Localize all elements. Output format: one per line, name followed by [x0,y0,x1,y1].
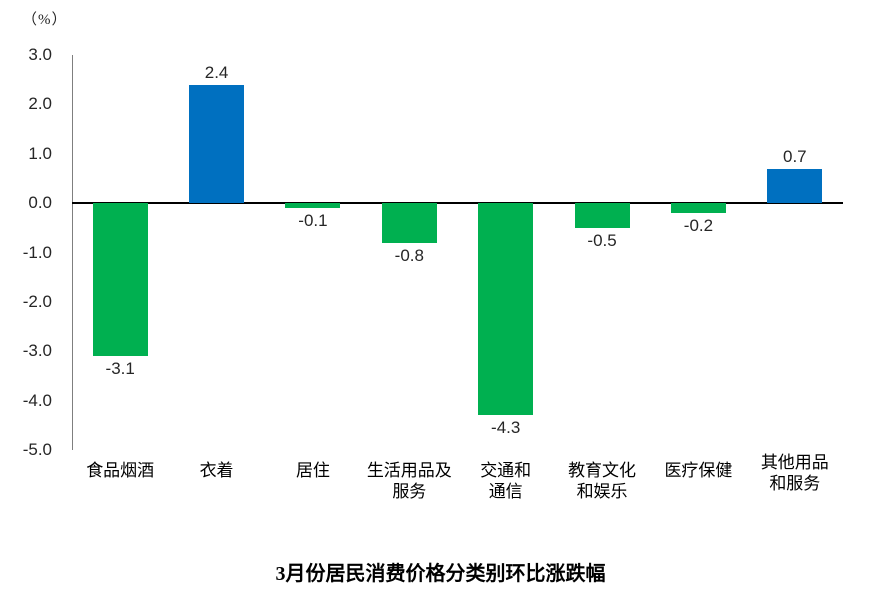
y-tick-label: 2.0 [28,94,52,114]
x-axis-label: 其他用品 和服务 [760,453,829,493]
bar-7 [670,203,726,213]
chart-title: 3月份居民消费价格分类别环比涨跌幅 [275,563,606,585]
y-tick-label: -5.0 [22,440,52,459]
bar-value-label: -0.5 [587,230,617,250]
x-axis-label: 交通和 通信 [480,461,532,501]
bar-value-label: -4.3 [491,418,521,438]
bar-value-label: 0.7 [782,146,807,166]
bar-value-label: -0.2 [683,216,714,235]
x-axis-label: 教育文化 和娱乐 [568,461,637,501]
y-tick-label: -3.0 [22,341,52,361]
bar-1 [92,203,148,357]
bar-8 [767,168,823,204]
x-axis-label: 居住 [295,461,330,480]
bar-value-label: -0.8 [394,245,424,265]
y-tick-label: 1.0 [28,143,52,163]
y-axis-unit-label: （%） [22,12,68,28]
y-tick-label: 0.0 [28,193,52,213]
bar-4 [381,203,437,243]
x-axis-label: 衣着 [199,461,234,480]
bar-5 [478,203,534,416]
bar-value-label: 2.4 [204,62,229,82]
x-axis-label: 生活用品及 服务 [366,461,452,501]
bar-value-label: -3.1 [105,359,135,379]
x-axis-label: 食品烟酒 [86,461,155,480]
y-tick-label: -2.0 [22,291,52,311]
y-tick-label: -1.0 [22,242,52,262]
bar-2 [189,84,245,204]
bar-value-label: -0.1 [298,211,328,231]
bar-6 [574,203,630,228]
x-axis-label: 医疗保健 [664,461,733,480]
y-axis-line [72,55,73,450]
bar-3 [285,203,341,209]
y-tick-label: 3.0 [28,45,52,64]
y-tick-label: -4.0 [22,390,52,410]
zero-axis-line [72,202,843,205]
